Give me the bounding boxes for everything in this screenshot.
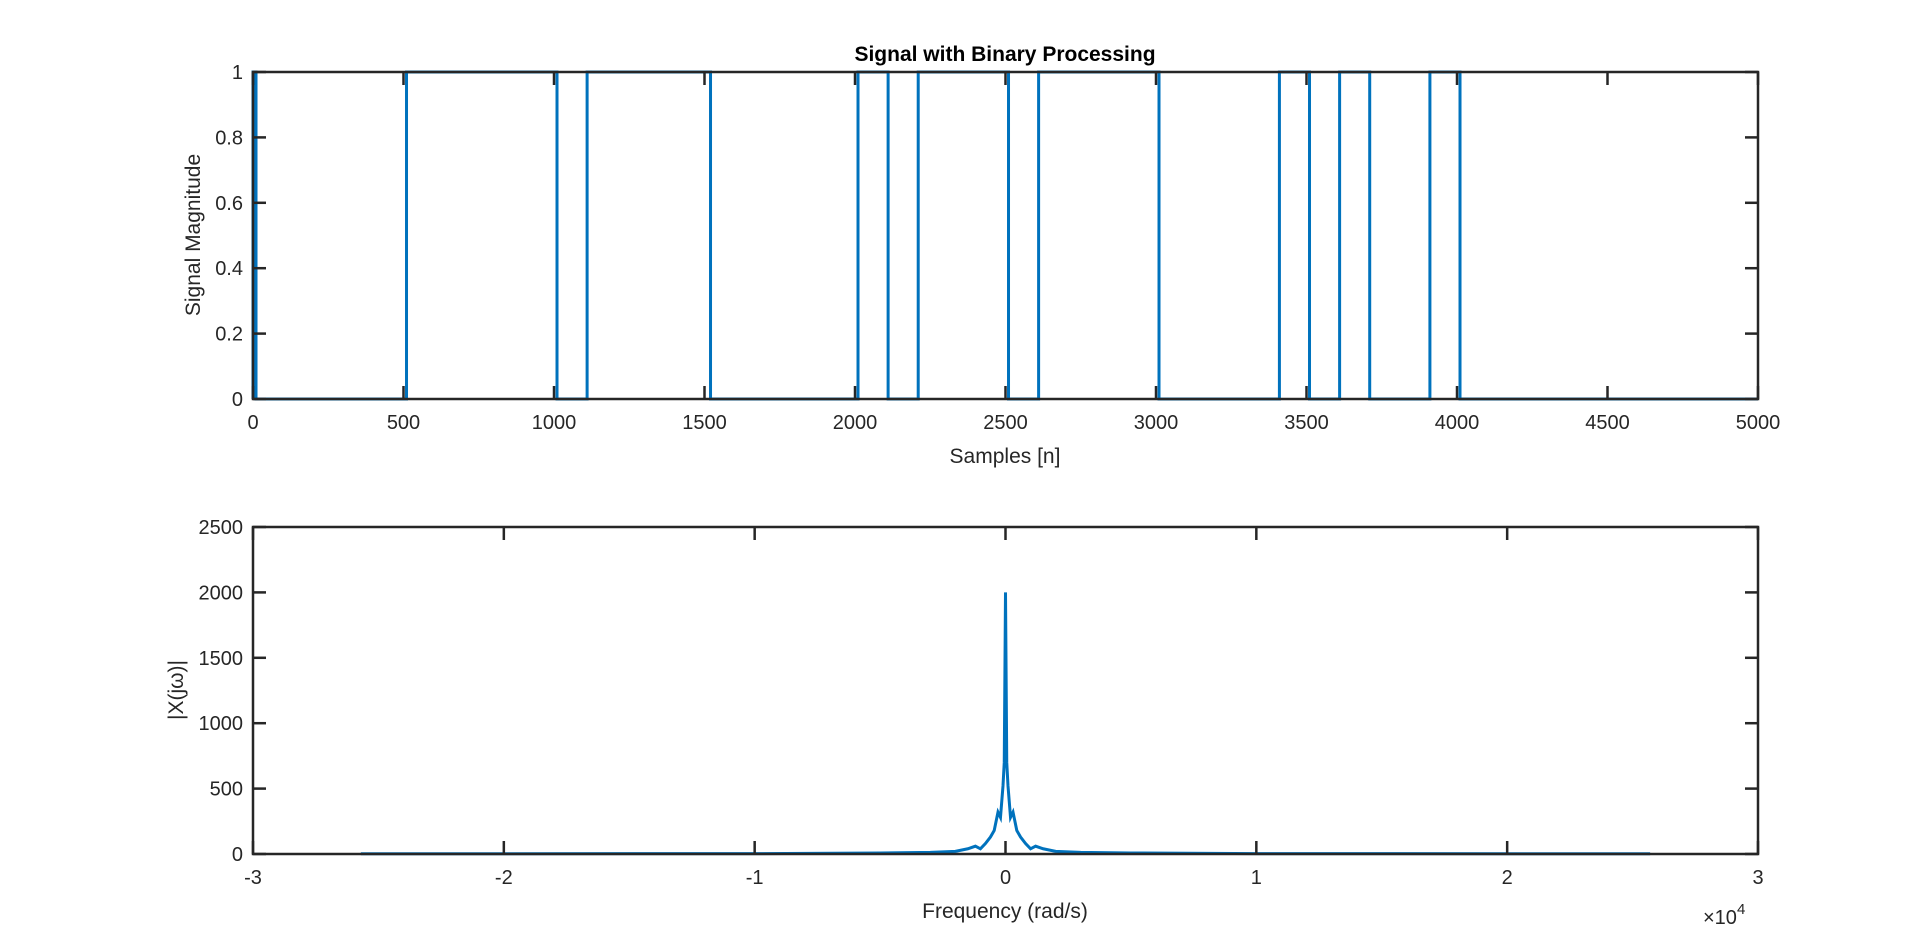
x-tick-label: 2000	[833, 412, 878, 434]
x-tick-label: 3	[1752, 867, 1763, 889]
x-tick-label: 1500	[682, 412, 727, 434]
series-line	[360, 592, 1651, 856]
y-tick-label: 0.2	[215, 324, 243, 346]
y-tick-labels: 0 0.2 0.4 0.6 0.8 1	[215, 62, 243, 411]
y-tick-label: 0.8	[215, 127, 243, 149]
x-tick-label: 1000	[532, 412, 577, 434]
exponent-base: ×10	[1703, 907, 1737, 929]
x-tick-label: -1	[746, 867, 764, 889]
y-tick-label: 2000	[199, 582, 244, 604]
tick-marks	[251, 70, 1760, 401]
spectrum-series	[360, 592, 1651, 856]
x-tick-label: 2	[1502, 867, 1513, 889]
x-tick-label: 0	[247, 412, 258, 434]
x-axis-label: Frequency (rad/s)	[922, 900, 1088, 923]
x-tick-labels: 0 500 1000 1500 2000 2500 3000 3500 4000 4500 5000	[247, 412, 1780, 434]
x-tick-label: 4500	[1585, 412, 1630, 434]
x-tick-label: 500	[387, 412, 420, 434]
tick-marks	[251, 525, 1760, 856]
y-axis-label: Signal Magnitude	[182, 154, 205, 316]
exponent-power: 4	[1737, 901, 1745, 918]
x-tick-label: 2500	[983, 412, 1028, 434]
frequency-domain-plot: -3 -2 -1 0 1 2 3 0 500 1000 1500 2000 2500 Frequenc…	[165, 517, 1764, 929]
y-tick-label: 1500	[199, 648, 244, 670]
y-tick-label: 0	[232, 844, 243, 866]
x-tick-label: 3500	[1284, 412, 1329, 434]
y-tick-label: 0.6	[215, 193, 243, 215]
y-tick-label: 0	[232, 389, 243, 411]
x-tick-label: -2	[495, 867, 513, 889]
y-axis-label: |X(jω)|	[165, 660, 188, 720]
y-tick-label: 1	[232, 62, 243, 84]
x-axis-exponent: ×104	[1703, 901, 1745, 929]
x-tick-label: 0	[1000, 867, 1011, 889]
y-tick-labels: 0 500 1000 1500 2000 2500	[199, 517, 244, 866]
y-tick-label: 0.4	[215, 258, 243, 280]
x-axis-label: Samples [n]	[950, 445, 1061, 468]
chart-title: Signal with Binary Processing	[854, 43, 1155, 66]
x-tick-label: 4000	[1435, 412, 1480, 434]
y-tick-label: 1000	[199, 713, 244, 735]
x-tick-labels: -3 -2 -1 0 1 2 3	[244, 867, 1763, 889]
x-tick-label: 3000	[1134, 412, 1179, 434]
x-tick-label: 1	[1251, 867, 1262, 889]
x-tick-label: -3	[244, 867, 262, 889]
y-tick-label: 2500	[199, 517, 244, 539]
time-domain-plot: Signal with Binary Processing 0 500 1000 15…	[182, 43, 1780, 468]
y-tick-label: 500	[210, 779, 243, 801]
x-tick-label: 5000	[1736, 412, 1781, 434]
